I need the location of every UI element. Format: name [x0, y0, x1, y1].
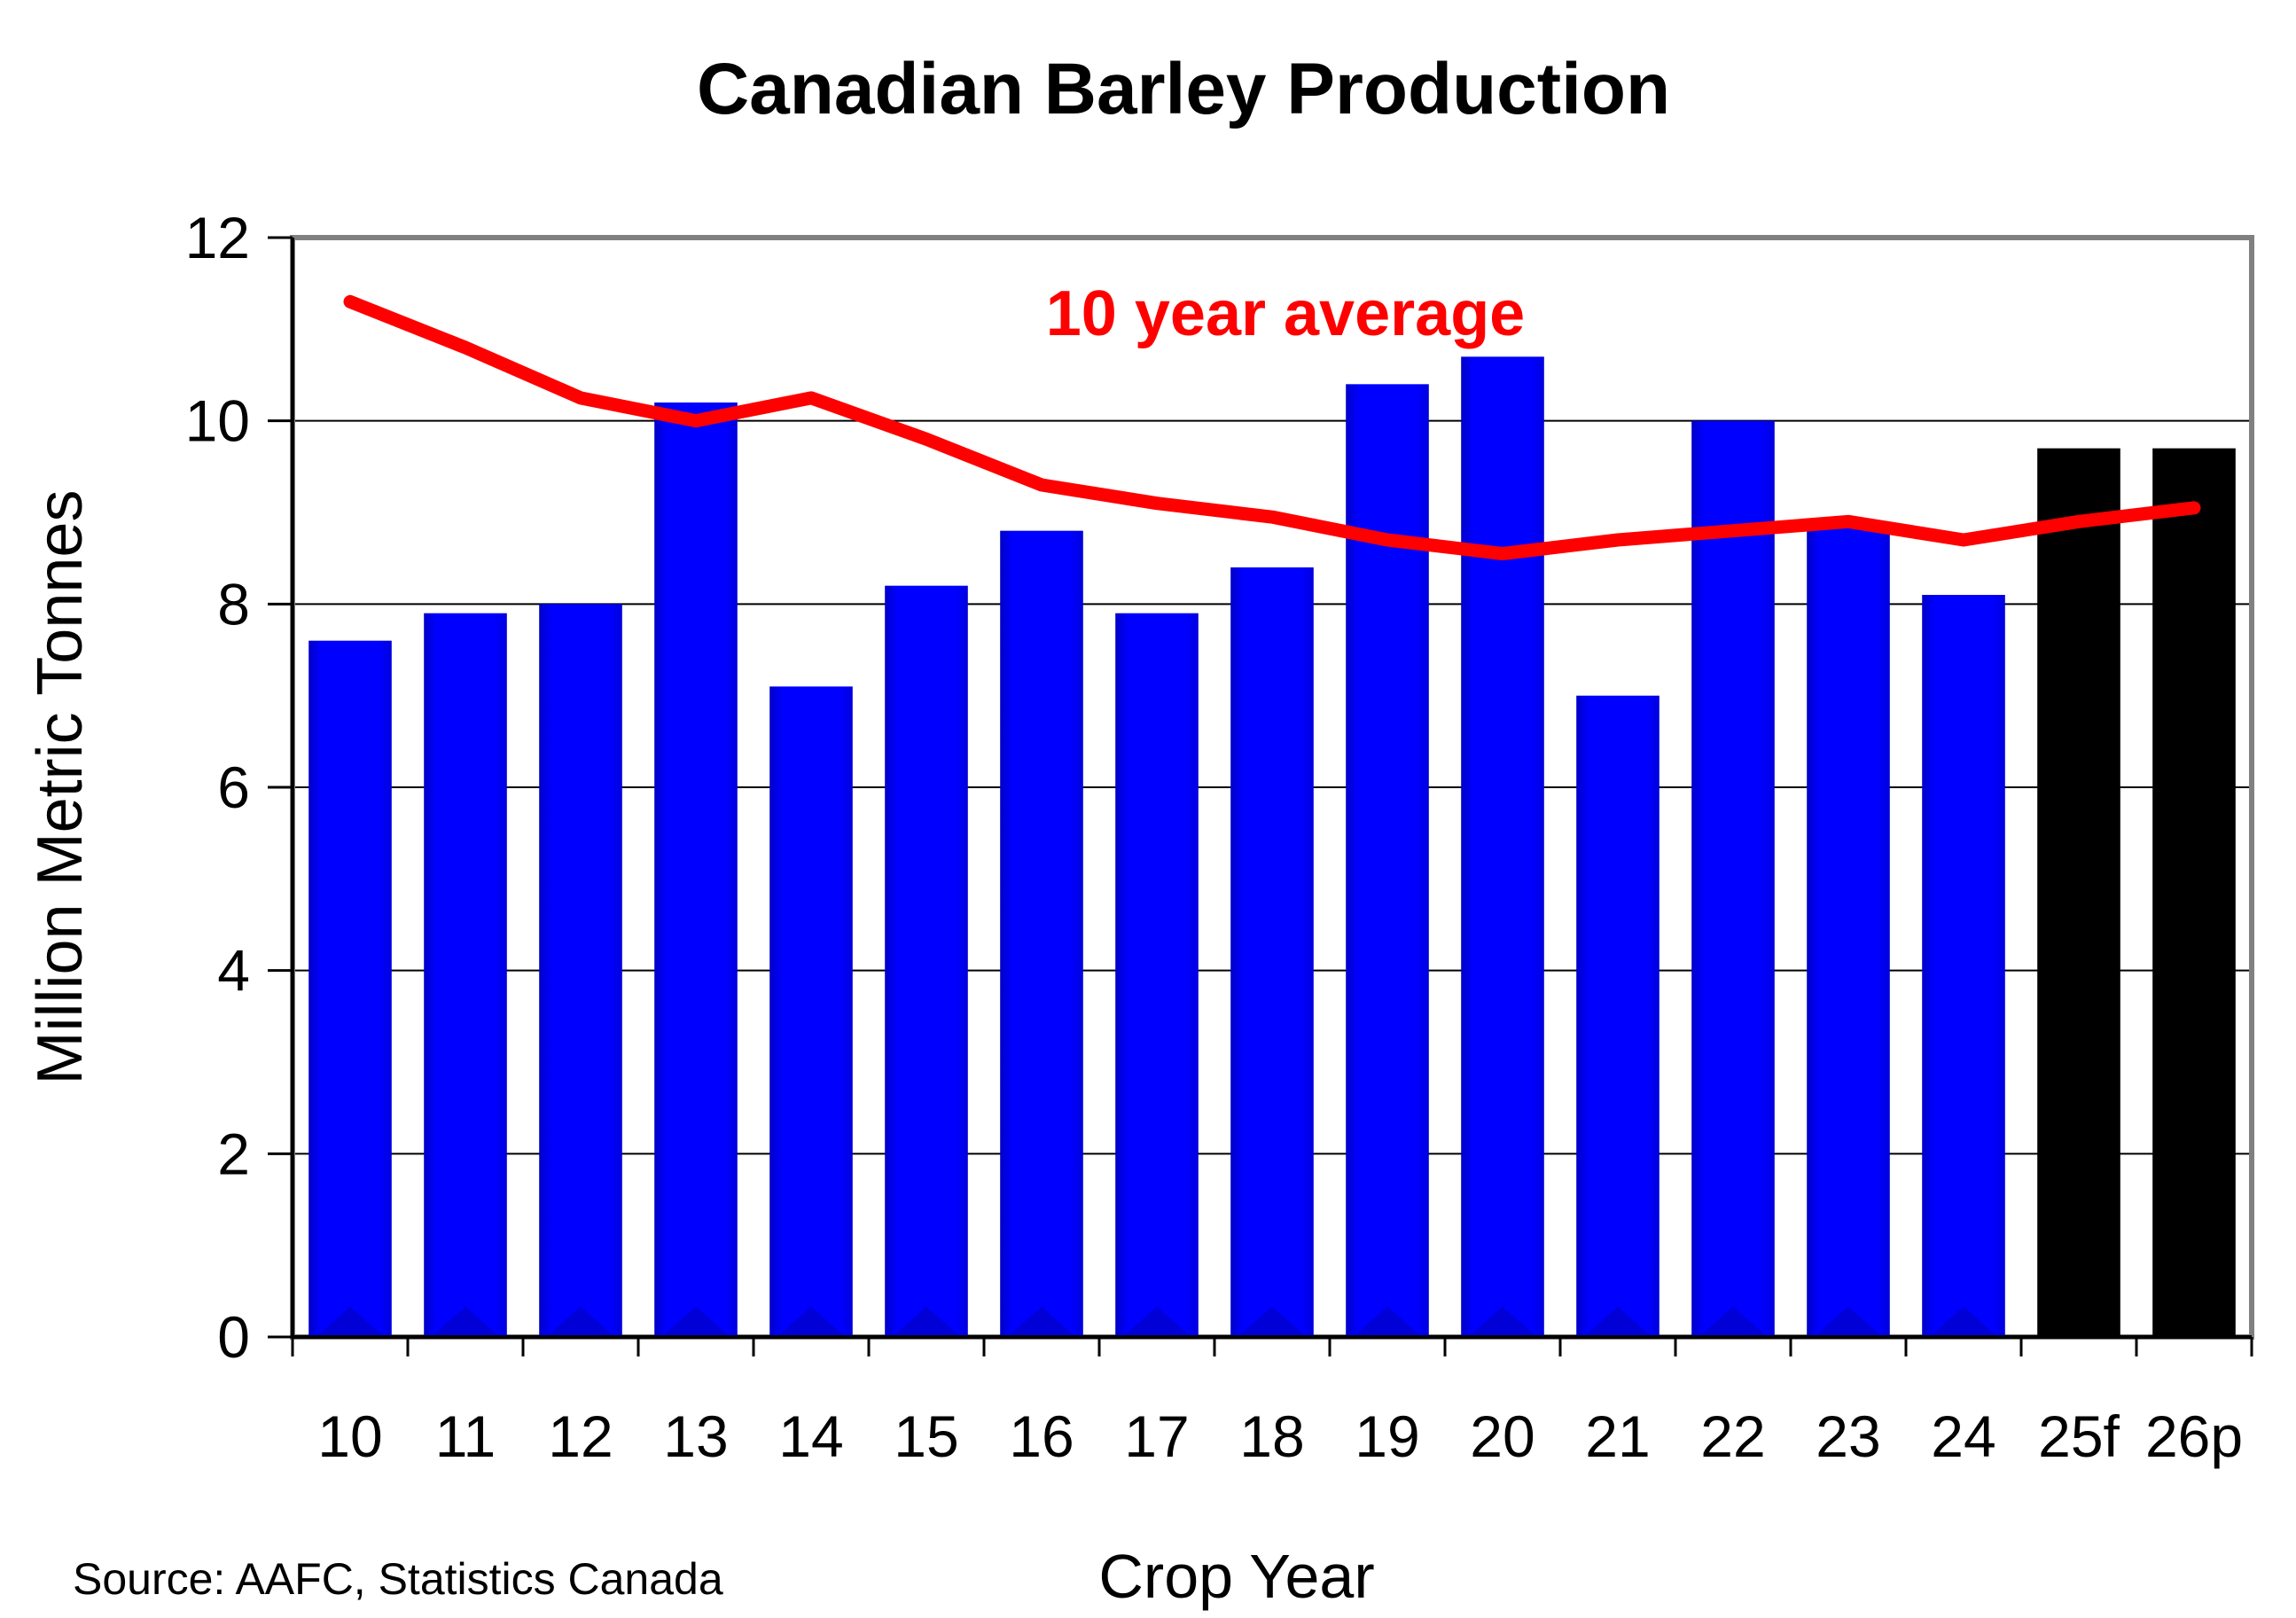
- x-tick-label: 22: [1700, 1403, 1765, 1469]
- x-tick-label: 24: [1931, 1403, 1995, 1469]
- y-tick-label: 8: [217, 571, 250, 637]
- bar-shade: [431, 1307, 500, 1337]
- x-axis-title: Crop Year: [1098, 1542, 1374, 1611]
- y-tick-label: 4: [217, 938, 250, 1004]
- bar-shade: [777, 1307, 846, 1337]
- bar-24: [1922, 595, 2005, 1337]
- bar-shade: [1353, 1307, 1422, 1337]
- bar-23: [1807, 521, 1890, 1337]
- bar-20: [1461, 356, 1544, 1337]
- x-tick-label: 19: [1355, 1403, 1419, 1469]
- x-tick-label: 25f: [2038, 1403, 2120, 1469]
- y-tick-label: 2: [217, 1121, 250, 1186]
- bar-26p: [2152, 448, 2236, 1338]
- bar-shade: [1122, 1307, 1191, 1337]
- y-axis: 0 2 4 6 8 10 12: [185, 205, 294, 1370]
- average-line-group: [343, 294, 2201, 560]
- x-tick-label: 17: [1124, 1403, 1189, 1469]
- bar-17: [1115, 613, 1199, 1337]
- bar-shade: [892, 1307, 961, 1337]
- bar-shade: [1238, 1307, 1307, 1337]
- bars: [308, 356, 2236, 1338]
- x-tick-label: 11: [435, 1403, 496, 1469]
- x-tick-label: 16: [1009, 1403, 1074, 1469]
- average-line: [343, 294, 2201, 560]
- x-axis: 10 11 12 13 14 15 16 17 18 19 20 21 22 23 24 25f 26p: [291, 1335, 2253, 1469]
- x-tick-label: 20: [1470, 1403, 1535, 1469]
- x-tick-label: 13: [663, 1403, 728, 1469]
- bar-16: [1000, 530, 1083, 1337]
- bar-11: [424, 613, 507, 1337]
- bar-shade: [661, 1307, 730, 1337]
- y-tick-label: 12: [185, 205, 250, 270]
- bar-18: [1230, 567, 1314, 1337]
- bar-21: [1576, 695, 1660, 1337]
- bar-22: [1691, 420, 1775, 1338]
- bar-shade: [1699, 1307, 1768, 1337]
- y-tick-label: 0: [217, 1304, 250, 1370]
- bar-15: [885, 585, 968, 1337]
- bar-shade: [546, 1307, 615, 1337]
- bar-14: [769, 686, 853, 1337]
- x-tick-label: 15: [894, 1403, 958, 1469]
- chart-title: Canadian Barley Production: [697, 49, 1670, 129]
- y-tick-label: 6: [217, 754, 250, 820]
- bar-25f: [2037, 448, 2120, 1338]
- bar-shade: [1583, 1307, 1652, 1337]
- x-tick-label: 14: [778, 1403, 843, 1469]
- bar-10: [308, 640, 392, 1337]
- average-line-label: 10 year average: [1046, 278, 1525, 349]
- bar-shade: [1007, 1307, 1076, 1337]
- x-tick-label: 23: [1816, 1403, 1880, 1469]
- bar-shade: [1929, 1307, 1998, 1337]
- bar-shade: [1814, 1307, 1883, 1337]
- bar-shade: [316, 1307, 385, 1337]
- bar-shade: [1468, 1307, 1537, 1337]
- bar-12: [539, 604, 622, 1337]
- bar-13: [654, 403, 738, 1337]
- y-tick-label: 10: [185, 388, 250, 454]
- bar-19: [1346, 384, 1429, 1337]
- y-axis-title: Million Metric Tonnes: [25, 490, 96, 1085]
- x-tick-label: 18: [1239, 1403, 1304, 1469]
- x-tick-label: 12: [548, 1403, 613, 1469]
- source-note: Source: AAFC, Statistics Canada: [73, 1554, 723, 1604]
- x-tick-label: 21: [1585, 1403, 1650, 1469]
- x-tick-label: 26p: [2145, 1403, 2243, 1469]
- x-tick-label: 10: [317, 1403, 382, 1469]
